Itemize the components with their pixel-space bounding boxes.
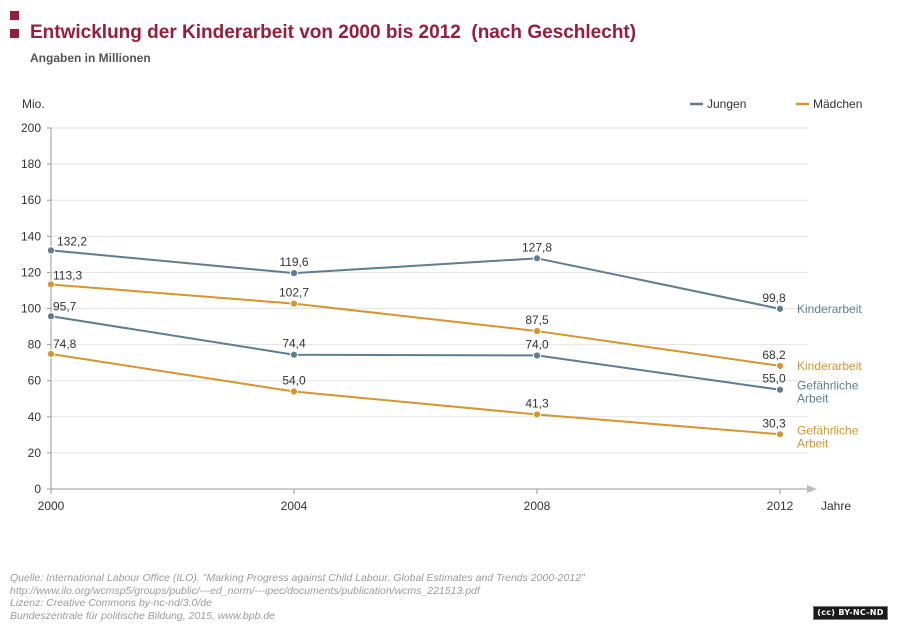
data-label: 74,8 [53,337,77,351]
data-point [532,254,542,263]
data-label: 41,3 [525,396,549,410]
series-end-label: Kinderarbeit [797,359,862,373]
data-point [289,350,299,359]
y-tick-label: 120 [21,265,41,279]
series-line [50,315,781,391]
y-tick-label: 60 [28,374,42,388]
data-label: 132,2 [57,234,87,248]
data-point [775,430,785,439]
data-label: 55,0 [762,372,786,386]
data-point [46,349,56,359]
series-end-label: Arbeit [797,392,829,406]
data-label: 74,4 [282,337,306,351]
data-label: 87,5 [525,313,549,327]
x-tick-label: 2000 [38,499,65,513]
series-line [50,352,781,436]
data-point [289,387,299,396]
publisher-line: Bundeszentrale für politische Bildung, 2… [10,609,276,622]
data-point [289,269,299,278]
y-tick-label: 200 [21,121,41,135]
data-point [775,385,785,394]
x-tick-label: 2004 [281,499,308,513]
data-point [46,246,56,255]
y-tick-label: 40 [28,410,42,424]
data-point [532,351,542,360]
data-label: 102,7 [279,286,309,300]
cc-license-badge[interactable]: (cc) BY-NC-ND [813,606,888,620]
data-label: 74,0 [525,337,549,351]
source-line: Quelle: International Labour Office (ILO… [10,572,585,584]
y-tick-label: 180 [21,157,41,171]
source-url: http://www.ilo.org/wcmsp5/groups/public/… [10,584,480,597]
series-end-label: Gefährliche [797,379,859,393]
data-label: 95,7 [53,299,77,313]
title-bullet [10,29,19,38]
x-axis-arrow [807,485,817,493]
data-point [532,326,542,336]
series-end-label: Arbeit [797,436,829,450]
data-label: 30,3 [762,416,786,430]
legend-label: Mädchen [813,97,862,111]
series-line [50,283,781,367]
data-label: 99,8 [762,291,786,305]
y-tick-label: 160 [21,193,41,207]
source-footer: Quelle: International Labour Office (ILO… [10,572,585,622]
data-label: 54,0 [282,374,306,388]
x-tick-label: 2008 [524,499,551,513]
series-end-label: Gefährliche [797,423,859,437]
data-label: 113,3 [53,268,82,282]
x-tick-label: 2012 [767,499,794,513]
data-point [532,410,542,419]
y-tick-label: 140 [21,229,41,243]
chart-subtitle: Angaben in Millionen [30,51,151,65]
data-point [775,304,785,313]
x-axis-title: Jahre [821,499,851,513]
data-label: 119,6 [279,255,308,269]
data-point [775,361,785,370]
line-chart: 0 20 40 60 80 100 120 140 160 180 200 2000 2004 2008 2… [21,97,862,513]
series-end-label: Kinderarbeit [797,302,862,316]
title-bullet-top [10,11,19,20]
chart-title: Entwicklung der Kinderarbeit von 2000 bi… [30,22,637,43]
legend-label: Jungen [707,97,746,111]
series-line [50,249,781,310]
y-tick-label: 20 [28,446,42,460]
data-point [46,312,56,321]
y-tick-label: 80 [28,338,42,352]
y-axis-title: Mio. [22,97,45,111]
y-tick-label: 100 [21,302,41,316]
data-point [46,280,56,289]
y-tick-label: 0 [34,482,41,496]
license-line: Lizenz: Creative Commons by-nc-nd/3.0/de [10,597,212,609]
data-label: 127,8 [522,240,552,254]
data-label: 68,2 [762,348,786,362]
data-point [289,299,299,308]
